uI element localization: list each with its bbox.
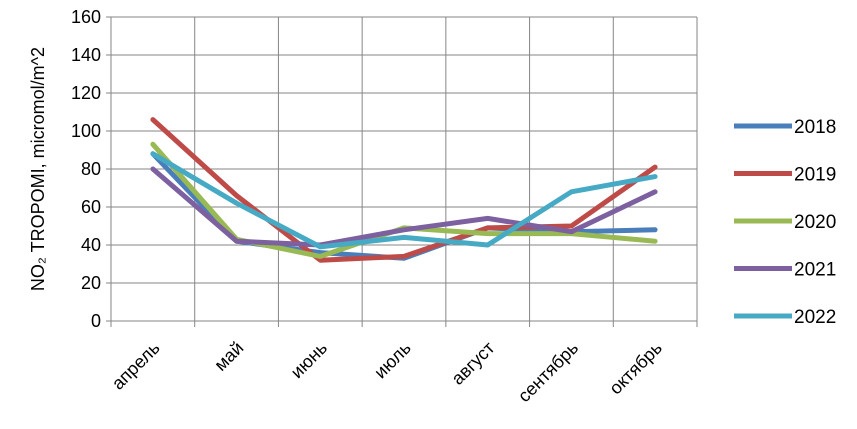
series-line-2021 [150, 166, 658, 248]
legend-label-2019: 2019 [794, 165, 836, 186]
y-tick-label: 20 [81, 273, 101, 293]
legend-label-2018: 2018 [794, 117, 836, 138]
y-tick-label: 80 [81, 159, 101, 179]
legend-label-2021: 2021 [794, 260, 836, 281]
y-tick-label: 0 [91, 311, 101, 331]
series-line-2019 [150, 117, 658, 263]
y-tick-label: 60 [81, 197, 101, 217]
grid [111, 16, 698, 321]
series-line-2022 [150, 151, 658, 250]
x-tick-label: июнь [287, 338, 331, 382]
y-tick-label: 100 [71, 121, 101, 141]
y-tick-label: 120 [71, 83, 101, 103]
y-tick-label: 40 [81, 235, 101, 255]
y-tick-label: 140 [71, 45, 101, 65]
x-tick-label: октябрь [605, 338, 666, 399]
legend-label-2020: 2020 [794, 212, 836, 233]
x-tick-label: июль [370, 338, 415, 383]
x-tick-label: май [210, 338, 247, 375]
y-axis-title: NO₂ TROPOMI, micromol/m^2 [28, 47, 48, 291]
x-tick-label: август [447, 338, 498, 389]
legend-label-2022: 2022 [794, 307, 836, 328]
series-lines [150, 117, 658, 263]
x-tick-label: апрель [108, 338, 164, 394]
legend: 2018 2019 2020 2021 2022 [734, 117, 836, 328]
y-tick-label: 160 [71, 7, 101, 27]
x-tick-label: сентябрь [514, 338, 582, 406]
